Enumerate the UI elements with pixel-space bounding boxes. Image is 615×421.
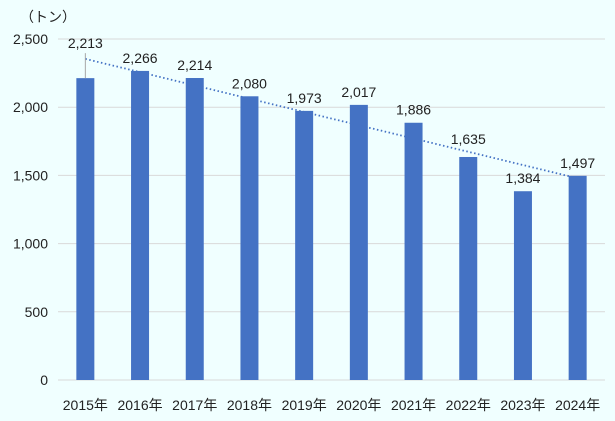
y-tick-label: 0: [40, 372, 48, 388]
data-label: 1,635: [451, 131, 486, 147]
bar-2021年: [404, 122, 423, 380]
x-tick-label: 2019年: [282, 397, 327, 413]
x-tick-label: 2015年: [63, 397, 108, 413]
bar-2023年: [513, 191, 532, 380]
data-label: 1,973: [287, 90, 322, 106]
x-tick-label: 2022年: [446, 397, 491, 413]
x-tick-label: 2016年: [117, 397, 162, 413]
y-tick-label: 2,000: [13, 99, 48, 115]
data-label: 1,384: [505, 170, 540, 186]
x-tick-label: 2018年: [227, 397, 272, 413]
data-label: 2,214: [177, 57, 212, 73]
y-tick-label: 1,000: [13, 236, 48, 252]
trendline: [85, 58, 578, 180]
y-axis-unit-label: （トン）: [20, 9, 76, 25]
x-tick-label: 2017年: [172, 397, 217, 413]
x-tick-label: 2021年: [391, 397, 436, 413]
bar-2019年: [295, 110, 314, 380]
data-label: 2,080: [232, 75, 267, 91]
y-tick-label: 500: [25, 304, 49, 320]
bar-2024年: [568, 175, 587, 380]
data-label: 2,017: [341, 84, 376, 100]
y-tick-label: 2,500: [13, 31, 48, 47]
x-tick-label: 2023年: [500, 397, 545, 413]
data-label: 2,266: [123, 50, 158, 66]
x-tick-label: 2024年: [555, 397, 600, 413]
bar-2018年: [240, 96, 259, 381]
data-label: 1,497: [560, 155, 595, 171]
bar-2017年: [185, 78, 204, 380]
data-label: 2,213: [68, 35, 103, 51]
x-tick-label: 2020年: [336, 397, 381, 413]
data-label: 1,886: [396, 102, 431, 118]
bar-2016年: [131, 70, 150, 380]
y-tick-label: 1,500: [13, 167, 48, 183]
bar-2015年: [76, 78, 95, 381]
bar-2022年: [459, 156, 478, 380]
bar-2020年: [349, 104, 368, 381]
